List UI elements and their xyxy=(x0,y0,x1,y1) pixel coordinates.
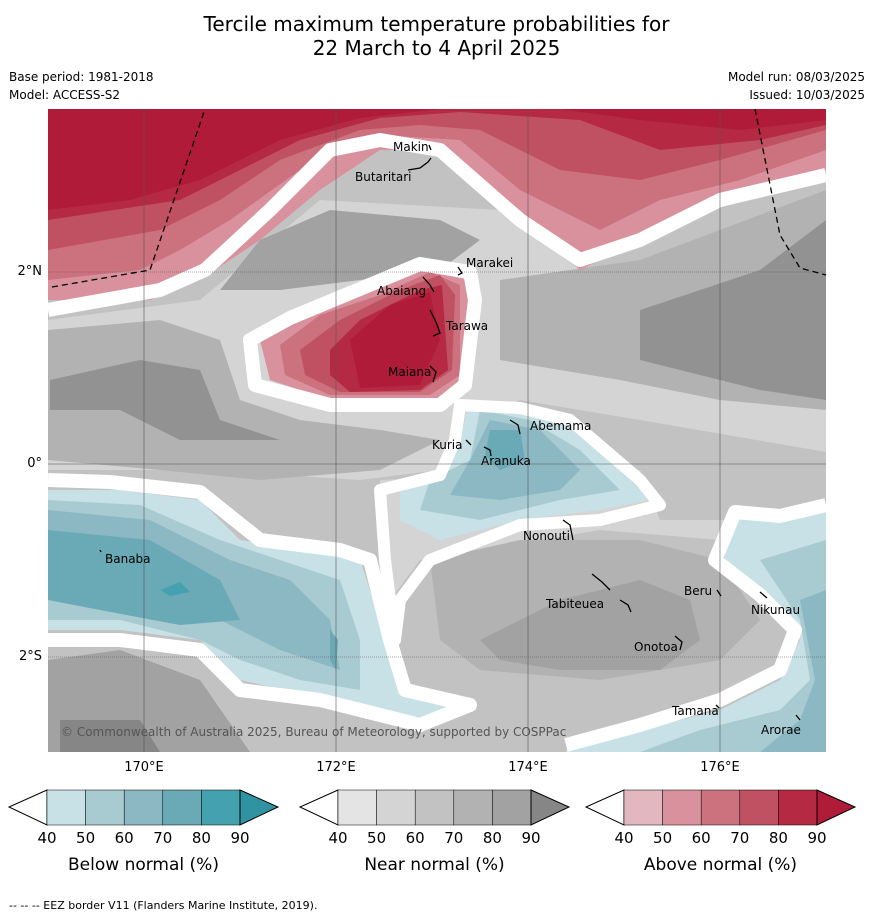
colorbar-swatch xyxy=(46,789,86,826)
colorbar-tick: 60 xyxy=(691,829,711,847)
colorbar-tick: 60 xyxy=(114,829,134,847)
place-label-makin: Makin xyxy=(393,140,429,154)
colorbar-title: Below normal (%) xyxy=(68,855,219,875)
place-label-tabiteuea: Tabiteuea xyxy=(545,597,604,611)
base-period: Base period: 1981-2018 xyxy=(9,70,154,84)
place-label-arorae: Arorae xyxy=(761,723,801,737)
meta-right: Model run: 08/03/2025 Issued: 10/03/2025 xyxy=(728,68,865,104)
colorbar-swatch xyxy=(623,789,663,826)
colorbar-swatch xyxy=(201,789,241,826)
forecast-field xyxy=(48,109,826,752)
place-label-tamana: Tamana xyxy=(671,704,719,718)
colorbars xyxy=(7,789,857,826)
place-label-banaba: Banaba xyxy=(105,552,151,566)
place-label-aranuka: Aranuka xyxy=(481,454,531,468)
colorbar-swatch xyxy=(778,789,818,826)
colorbar-tick: 90 xyxy=(230,829,250,847)
colorbar-swatch xyxy=(739,789,779,826)
eez-border xyxy=(51,108,827,288)
lat-label-2s: 2°S xyxy=(18,649,42,664)
colorbar-swatch xyxy=(816,789,857,826)
colorbar-swatch xyxy=(700,789,741,826)
colorbar-tick: 80 xyxy=(768,829,788,847)
colorbar-tick: 90 xyxy=(807,829,827,847)
colorbar-tick: 70 xyxy=(444,829,464,847)
colorbar-tick: 50 xyxy=(76,829,96,847)
colorbar-1 xyxy=(298,789,571,826)
issued-date: Issued: 10/03/2025 xyxy=(749,88,865,102)
colorbar-swatch xyxy=(414,789,455,826)
place-label-maiana: Maiana xyxy=(388,365,431,379)
colorbar-tick: 40 xyxy=(37,829,57,847)
meta-left: Base period: 1981-2018 Model: ACCESS-S2 xyxy=(9,68,154,104)
lon-label-172e: 172°E xyxy=(316,760,356,775)
place-label-kuria: Kuria xyxy=(432,438,463,452)
colorbar-swatch xyxy=(453,789,493,826)
colorbar-tick: 40 xyxy=(328,829,348,847)
colorbar-swatch xyxy=(162,789,202,826)
colorbar-swatch xyxy=(298,789,339,826)
lat-label-0: 0° xyxy=(27,456,42,471)
colorbar-swatch xyxy=(584,789,625,826)
place-label-abemama: Abemama xyxy=(530,419,591,433)
colorbar-tick: 50 xyxy=(367,829,387,847)
colorbar-tick: 80 xyxy=(482,829,502,847)
colorbar-tick: 90 xyxy=(521,829,541,847)
place-label-beru: Beru xyxy=(684,584,712,598)
colorbar-swatch xyxy=(530,789,571,826)
colorbar-title: Near normal (%) xyxy=(364,855,505,875)
colorbar-tick: 50 xyxy=(653,829,673,847)
lat-label-2n: 2°N xyxy=(17,264,43,279)
colorbar-swatch xyxy=(239,789,280,826)
colorbar-swatch xyxy=(123,789,164,826)
place-label-butaritari: Butaritari xyxy=(355,170,412,184)
colorbar-tick: 40 xyxy=(614,829,634,847)
place-label-abaiang: Abaiang xyxy=(377,284,426,298)
lon-label-176e: 176°E xyxy=(700,760,740,775)
colorbar-swatch xyxy=(492,789,532,826)
colorbar-tick: 70 xyxy=(730,829,750,847)
title-line-1: Tercile maximum temperature probabilitie… xyxy=(203,12,670,36)
graticule xyxy=(48,109,826,752)
place-label-onotoa: Onotoa xyxy=(634,640,678,654)
eez-footnote: -- -- -- EEZ border V11 (Flanders Marine… xyxy=(9,899,318,912)
place-label-tarawa: Tarawa xyxy=(445,319,488,333)
colorbar-title: Above normal (%) xyxy=(643,855,798,875)
colorbar-swatch xyxy=(85,789,125,826)
map-title: Tercile maximum temperature probabilitie… xyxy=(0,12,873,60)
colorbar-tick: 60 xyxy=(405,829,425,847)
islands xyxy=(99,144,801,721)
colorbar-0 xyxy=(7,789,280,826)
colorbar-swatch xyxy=(337,789,377,826)
title-line-2: 22 March to 4 April 2025 xyxy=(312,36,561,60)
colorbar-tick: 70 xyxy=(153,829,173,847)
colorbar-swatch xyxy=(376,789,416,826)
place-label-nonouti: Nonouti xyxy=(523,529,570,543)
lon-label-174e: 174°E xyxy=(508,760,548,775)
model-name: Model: ACCESS-S2 xyxy=(9,88,121,102)
colorbar-swatch xyxy=(7,789,48,826)
place-label-nikunau: Nikunau xyxy=(751,603,800,617)
colorbar-tick: 80 xyxy=(191,829,211,847)
model-run: Model run: 08/03/2025 xyxy=(727,70,865,84)
copyright-text: © Commonwealth of Australia 2025, Bureau… xyxy=(61,725,566,739)
colorbar-swatch xyxy=(662,789,702,826)
place-label-marakei: Marakei xyxy=(466,256,513,270)
place-labels: Makin Butaritari Marakei Abaiang Tarawa Maian… xyxy=(105,140,801,737)
lon-label-170e: 170°E xyxy=(124,760,164,775)
colorbar-2 xyxy=(584,789,857,826)
